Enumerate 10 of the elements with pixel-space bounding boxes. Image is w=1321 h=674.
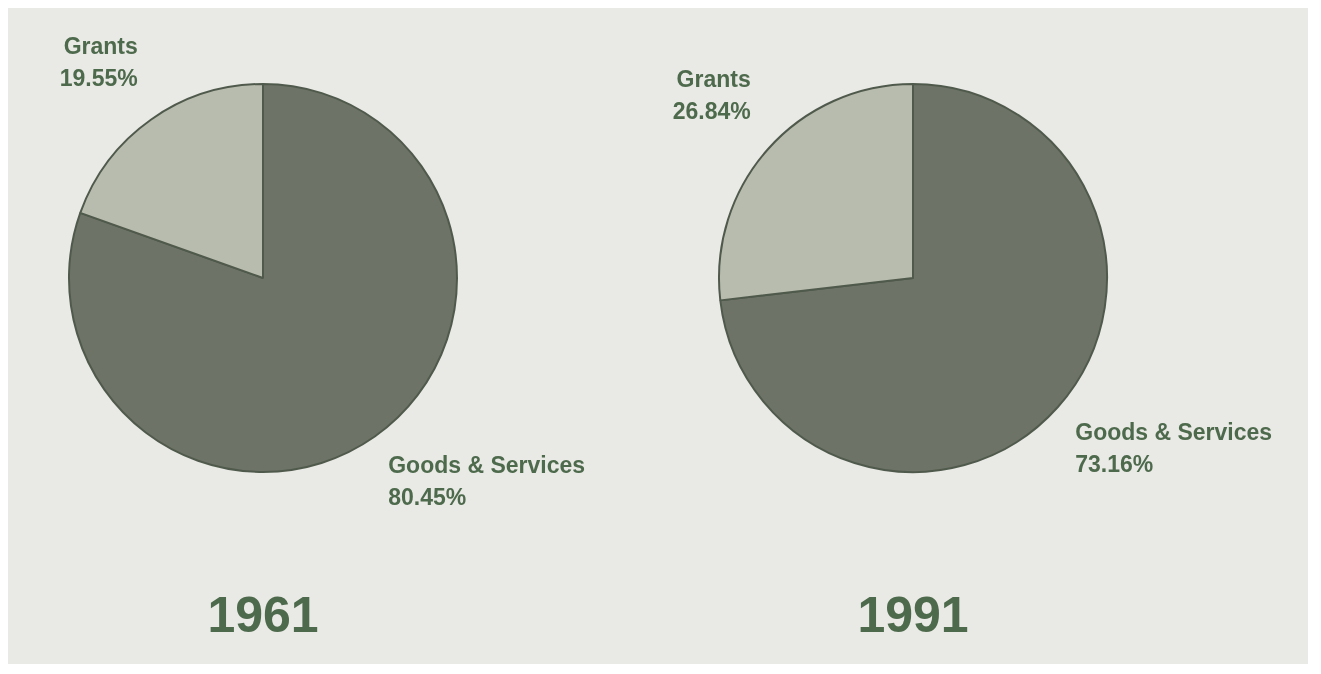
data-label: 73.16% xyxy=(1075,451,1154,478)
data-label: 19.55% xyxy=(59,65,138,92)
data-label: 80.45% xyxy=(388,484,467,511)
data-label: 26.84% xyxy=(672,98,751,125)
slice-label: Grants xyxy=(63,33,138,60)
slice-label: Goods & Services xyxy=(388,452,586,479)
text: 1961 xyxy=(207,586,319,643)
slice-label: Grants xyxy=(676,66,751,93)
slice-label: Goods & Services xyxy=(1075,419,1273,446)
text: 1991 xyxy=(857,586,969,643)
